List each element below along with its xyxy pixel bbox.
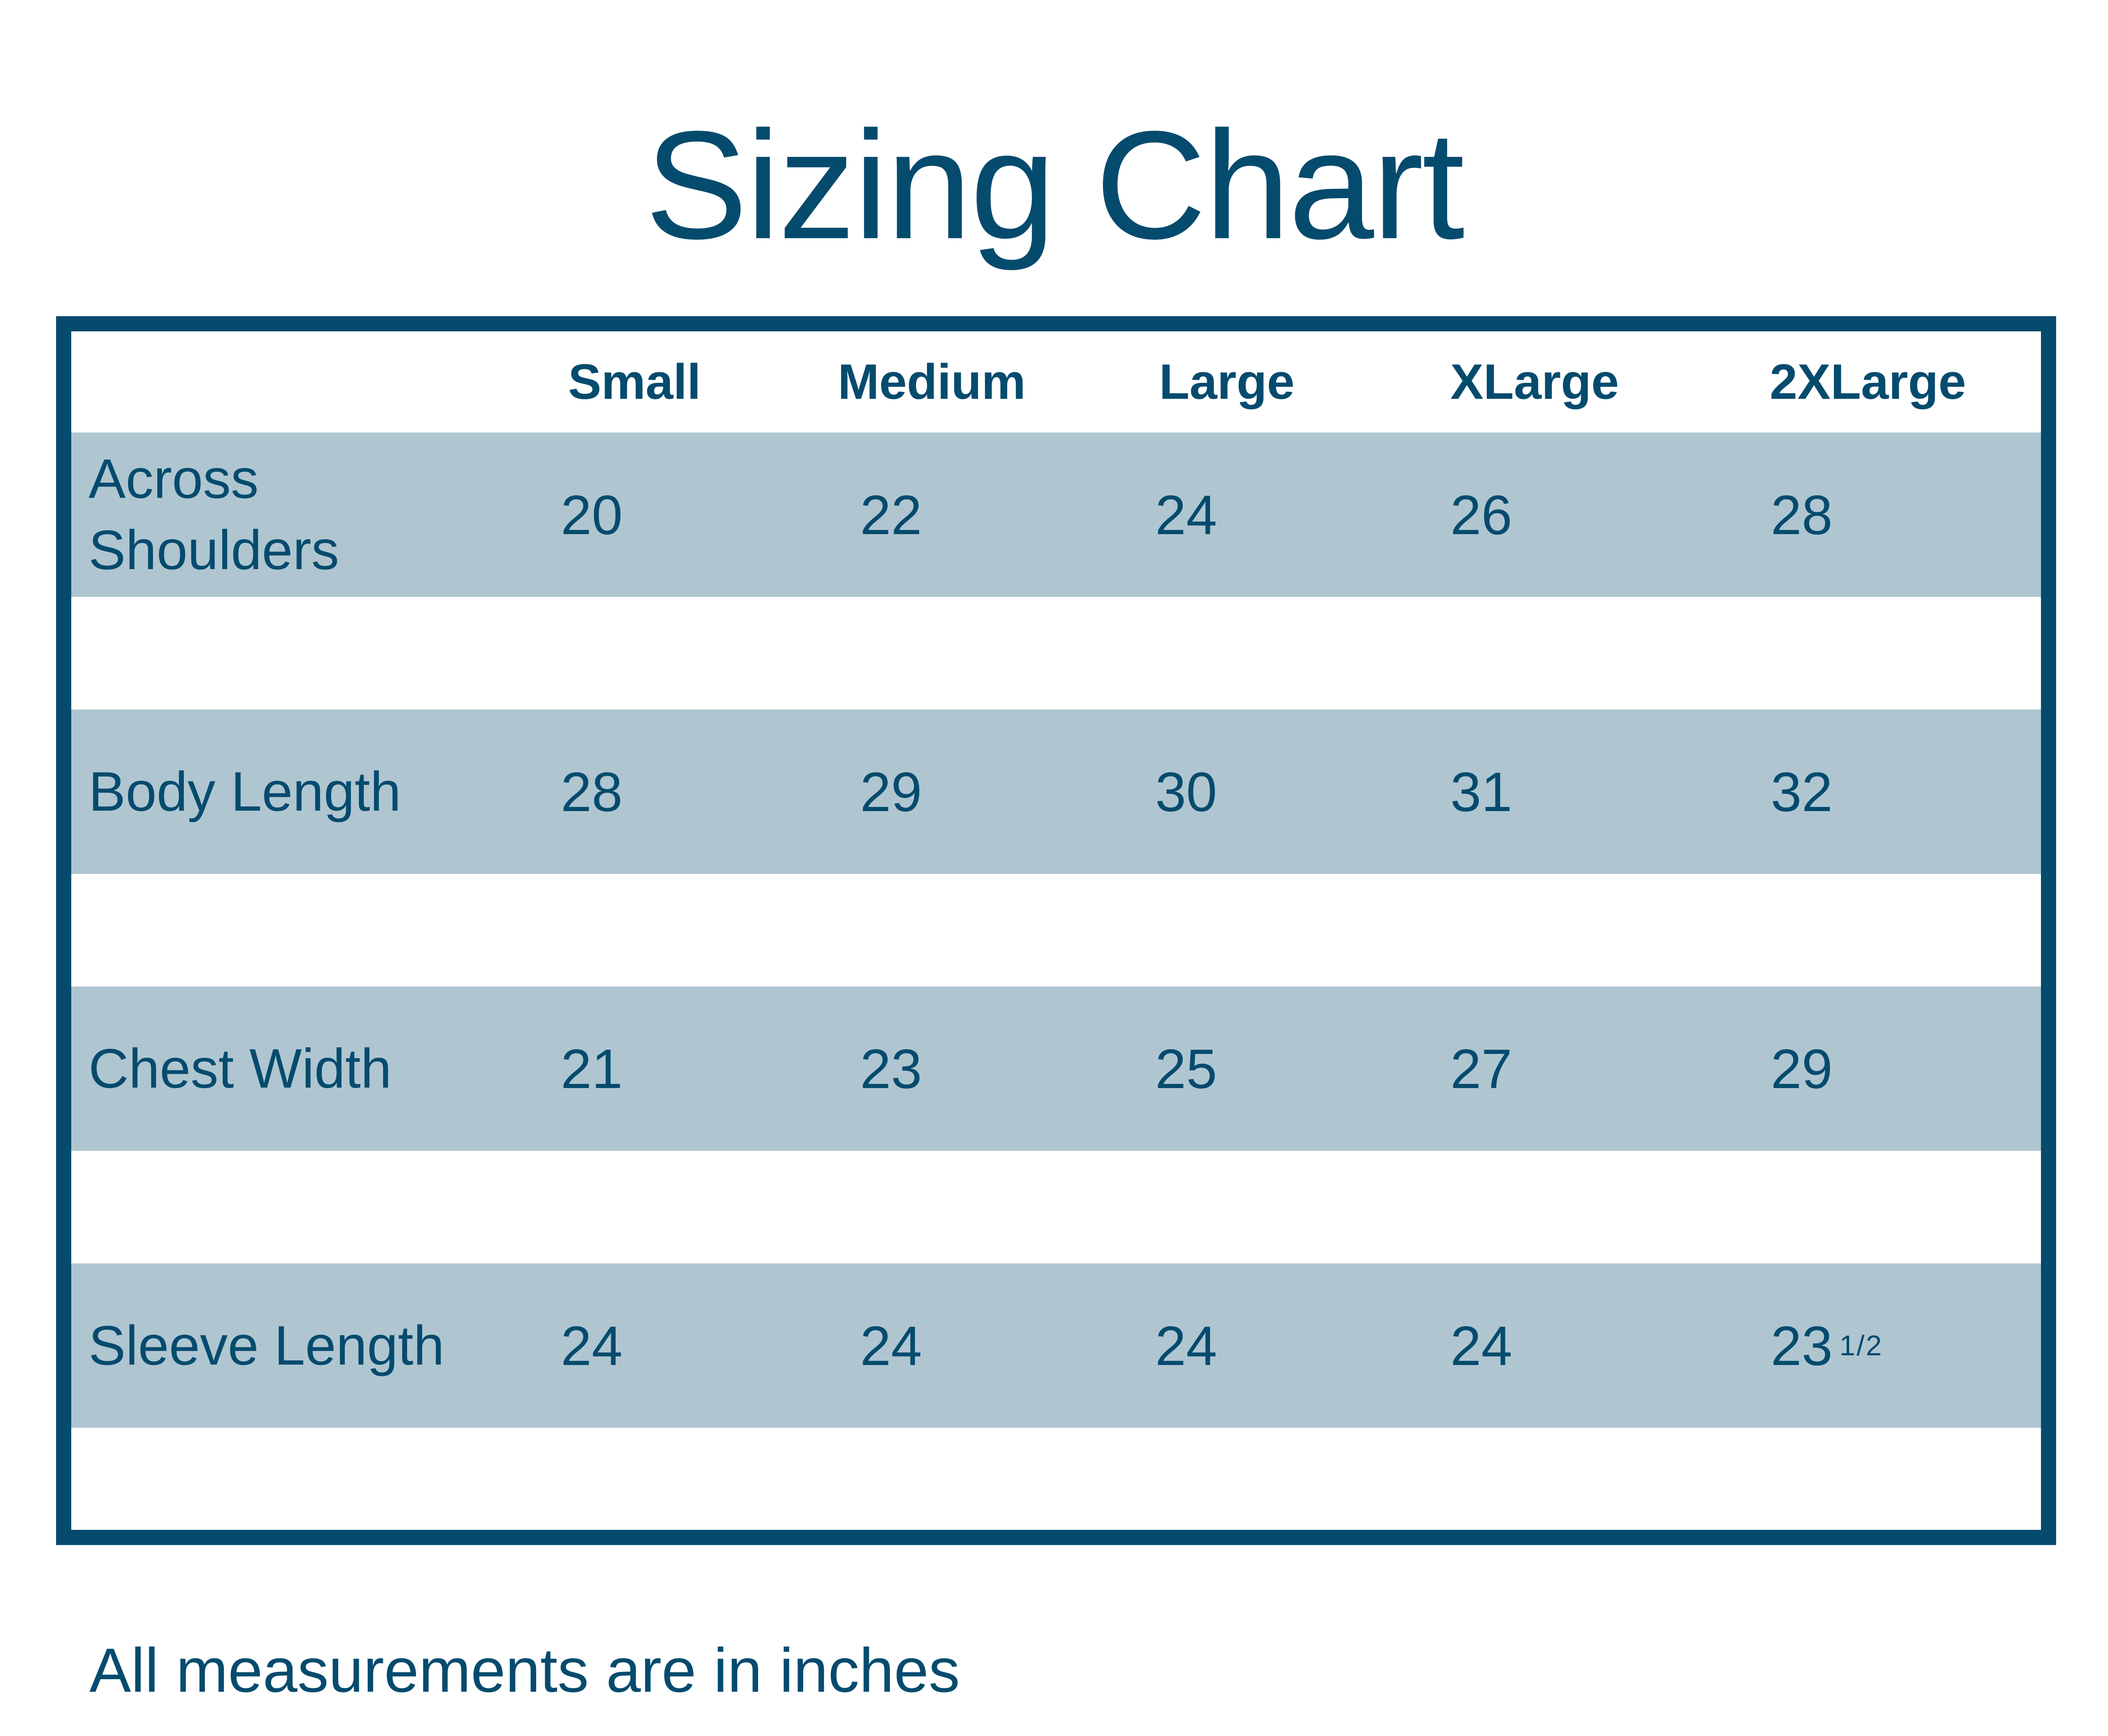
column-header-large: Large [1159, 354, 1295, 410]
value-cell-medium: 22 [860, 484, 922, 546]
value-cell-small: 21 [561, 1037, 623, 1100]
table-row-across-shoulders: Across Shoulders 20 22 24 26 28 [71, 433, 2041, 597]
table-row-body-length: Body Length 28 29 30 31 32 [71, 709, 2041, 874]
value-cell-medium: 24 [860, 1314, 922, 1377]
value-cell-xlarge: 27 [1450, 1037, 1512, 1100]
row-label-text: Chest Width [89, 1037, 392, 1099]
row-label: Sleeve Length [71, 1263, 485, 1428]
value-cell-xlarge: 31 [1450, 761, 1512, 823]
row-label-text: Sleeve Length [89, 1314, 445, 1376]
value-cell-large: 24 [1155, 1314, 1217, 1377]
column-header-2xlarge: 2XLarge [1769, 354, 1966, 410]
value-cell-2xlarge: 28 [1771, 484, 1833, 546]
value-cell-xlarge: 26 [1450, 484, 1512, 546]
value-cell-large: 24 [1155, 484, 1217, 546]
row-label: Body Length [71, 709, 485, 874]
value-cell-large: 30 [1155, 761, 1217, 823]
value-cell-medium: 29 [860, 761, 922, 823]
value-cell-2xlarge: 32 [1771, 761, 1833, 823]
table-row-sleeve-length: Sleeve Length 24 24 24 24 23 1/2 [71, 1263, 2041, 1428]
row-label: Chest Width [71, 986, 485, 1151]
row-label-text: Across Shoulders [89, 448, 339, 581]
column-header-xlarge: XLarge [1450, 354, 1619, 410]
table-row-chest-width: Chest Width 21 23 25 27 29 [71, 986, 2041, 1151]
value-cell-xlarge: 24 [1450, 1314, 1512, 1377]
column-header-small: Small [568, 354, 701, 410]
row-label-text: Body Length [89, 760, 401, 822]
table-header-row: Small Medium Large XLarge 2XLarge [71, 331, 2041, 433]
value-cell-small: 24 [561, 1314, 623, 1377]
sizing-table: Small Medium Large XLarge 2XLarge Across… [56, 316, 2056, 1545]
value-cell-2xlarge: 23 1/2 [1695, 1263, 2041, 1428]
value-cell-small: 28 [561, 761, 623, 823]
page-title: Sizing Chart [645, 99, 1465, 271]
row-label: Across Shoulders [71, 433, 485, 597]
fraction-superscript: 1/2 [1839, 1330, 1883, 1362]
column-header-medium: Medium [838, 354, 1026, 410]
value-cell-small: 20 [561, 484, 623, 546]
corner-cell [71, 331, 485, 433]
sleeve-2xlarge-value: 23 [1771, 1314, 1833, 1377]
value-cell-medium: 23 [860, 1037, 922, 1100]
value-cell-2xlarge: 29 [1771, 1037, 1833, 1100]
value-cell-large: 25 [1155, 1037, 1217, 1100]
footnote: All measurements are in inches [89, 1636, 960, 1705]
